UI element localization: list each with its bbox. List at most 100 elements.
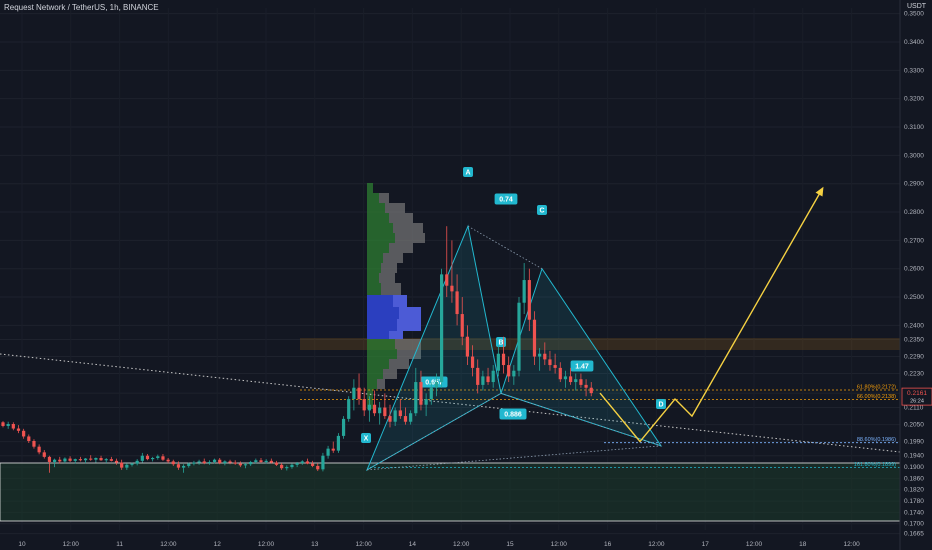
time-tick: 12:00 (453, 541, 470, 548)
candle-body (63, 458, 67, 462)
candle-body (455, 291, 459, 315)
price-tick: 0.3400 (904, 39, 924, 46)
candle-body (285, 467, 289, 469)
point-label-box (537, 205, 547, 215)
candle-body (58, 459, 62, 462)
candle-body (94, 458, 98, 460)
candle-body (171, 461, 175, 465)
candle-body (491, 370, 495, 383)
candle-body (409, 413, 413, 422)
candle-body (305, 461, 310, 464)
candle-body (460, 314, 464, 337)
candle-body (47, 456, 52, 462)
time-tick: 12:00 (551, 541, 568, 548)
candle-body (419, 382, 423, 405)
candle-body (321, 455, 325, 470)
projection-path (599, 189, 823, 443)
time-axis: 10 12:00 11 12:00 12 12:00 13 12:00 14 12:00 15 12:… (18, 541, 860, 548)
candle-body (11, 423, 15, 429)
time-tick: 12:00 (258, 541, 275, 548)
price-tick: 0.2500 (904, 294, 924, 301)
fib-level-label: 66.00%(0.2138) (857, 394, 896, 400)
candle-body (527, 280, 531, 320)
time-tick: 15 (506, 541, 514, 548)
ratio-label: 0.886 (504, 412, 522, 419)
candle-body (42, 452, 46, 457)
time-tick: 12:00 (63, 541, 80, 548)
volume-profile (367, 183, 425, 409)
ratio-label: 0.657 (425, 380, 443, 387)
ratio-label-box (494, 193, 518, 205)
candle-body (326, 448, 330, 456)
candle-body (264, 460, 268, 462)
price-axis: 0.3500 0.3400 0.3300 0.3200 0.3100 0.3000 0.29… (904, 11, 924, 538)
price-tick: 0.2290 (904, 354, 924, 361)
candle-body (434, 382, 439, 388)
candle-body (512, 370, 516, 377)
candle-body (311, 463, 315, 466)
candle-body (280, 464, 284, 469)
candle-body (156, 456, 160, 459)
fib-lines: 61.80%(0.2172) 66.00%(0.2138) 88.60%(0.198… (300, 384, 900, 468)
candle-body (496, 353, 500, 371)
candle-body (161, 456, 165, 460)
ratio-connector (500, 393, 662, 447)
price-tick: 0.2110 (904, 405, 924, 412)
candle-body (569, 376, 573, 383)
price-tick: 0.3300 (904, 67, 924, 74)
candle-body (362, 399, 366, 411)
candle-body (68, 458, 72, 461)
price-tick: 0.2900 (904, 181, 924, 188)
candle-body (450, 285, 454, 292)
candle-body (295, 463, 299, 465)
candle-body (522, 280, 526, 303)
price-tick: 0.2600 (904, 266, 924, 273)
candle-body (538, 353, 542, 357)
candle-body (32, 441, 36, 447)
candle-body (563, 376, 568, 380)
candle-body (238, 463, 242, 466)
candle-body (197, 461, 201, 463)
candle-body (182, 465, 186, 468)
price-tick: 0.1780 (904, 498, 924, 505)
candle-body (1, 422, 5, 426)
candle-body (22, 430, 26, 437)
fib-zone (300, 338, 900, 350)
candle-body (548, 359, 552, 366)
candle-body (151, 458, 155, 460)
candle-body (166, 459, 170, 462)
price-tick: 0.2230 (904, 371, 924, 378)
point-label-box (361, 433, 371, 443)
time-tick: 13 (311, 541, 319, 548)
candle-body (393, 410, 397, 422)
candles (1, 226, 593, 473)
candle-body (233, 462, 237, 464)
candle-body (192, 462, 196, 464)
point-label: X (364, 436, 369, 443)
candle-body (6, 423, 10, 426)
candle-body (316, 465, 320, 470)
candle-body (243, 464, 248, 466)
candle-body (187, 463, 191, 466)
candle-body (507, 365, 511, 377)
candle-body (130, 463, 134, 465)
fib-level-label: 61.80%(0.2172) (857, 384, 896, 390)
time-tick: 12:00 (843, 541, 860, 548)
candle-body (341, 418, 346, 436)
price-tick: 0.2400 (904, 322, 924, 329)
candle-body (223, 461, 227, 464)
point-label-box (656, 399, 666, 409)
candle-body (579, 379, 583, 385)
candle-body (347, 399, 351, 419)
candle-body (83, 458, 88, 461)
price-tick: 0.3100 (904, 124, 924, 131)
candle-body (331, 448, 335, 451)
candle-body (120, 462, 124, 468)
candle-body (53, 459, 57, 462)
candle-body (352, 387, 356, 400)
candle-body (543, 353, 547, 360)
candle-body (517, 302, 521, 371)
price-tick: 0.1665 (904, 531, 924, 538)
point-label: D (658, 402, 663, 409)
